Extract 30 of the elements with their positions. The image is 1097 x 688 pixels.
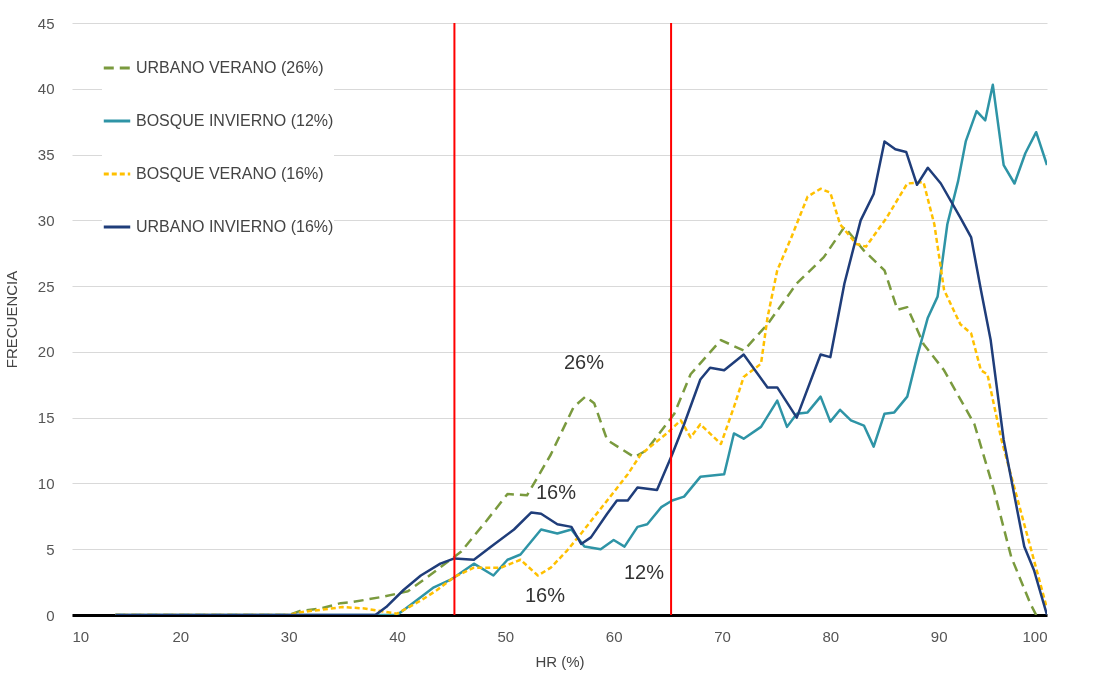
legend-label: URBANO INVIERNO (16%)	[136, 218, 334, 235]
x-axis-title: HR (%)	[535, 652, 585, 670]
annotation: 12%	[623, 561, 665, 583]
x-tick-label: 100	[1022, 627, 1048, 645]
y-axis-title: FRECUENCIA	[2, 270, 20, 369]
x-tick-label: 40	[389, 627, 406, 645]
annotation: 26%	[563, 351, 605, 373]
annotation: 16%	[524, 584, 566, 606]
x-tick-label: 10	[72, 627, 90, 645]
annotation: 16%	[535, 481, 577, 503]
x-tick-label: 50	[497, 627, 515, 645]
x-tick-label: 70	[714, 627, 731, 645]
y-tick-label: 40	[37, 80, 55, 98]
y-tick-label: 5	[46, 540, 55, 558]
x-tick-label: 20	[172, 627, 190, 645]
y-tick-label: 30	[37, 211, 55, 229]
y-tick-label: 45	[37, 14, 55, 32]
x-tick-label: 90	[930, 627, 948, 645]
y-tick-label: 0	[46, 606, 55, 624]
x-tick-label: 80	[822, 627, 840, 645]
y-tick-label: 20	[37, 343, 55, 361]
y-tick-label: 15	[37, 409, 55, 427]
x-tick-label: 30	[280, 627, 298, 645]
legend-label: URBANO VERANO (26%)	[136, 59, 324, 76]
y-tick-label: 10	[37, 474, 55, 492]
x-tick-label: 60	[605, 627, 623, 645]
y-tick-label: 35	[37, 146, 55, 164]
legend-label: BOSQUE INVIERNO (12%)	[136, 112, 334, 129]
legend-label: BOSQUE VERANO (16%)	[136, 165, 324, 182]
y-tick-label: 25	[37, 277, 55, 295]
